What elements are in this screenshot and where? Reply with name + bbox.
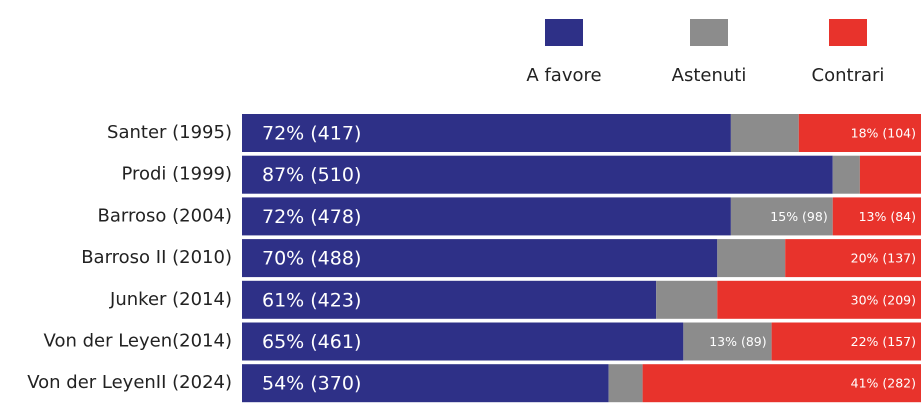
value-label: 65% (461): [262, 331, 361, 353]
bar-segment: [859, 155, 921, 194]
bar-segment: [242, 114, 731, 152]
bar-segment: [242, 155, 833, 194]
bar-segment: [242, 322, 684, 361]
bar-segment: [785, 239, 921, 278]
bar-segment: [730, 197, 833, 236]
y-tick-label: Von der LeyenII (2024): [27, 372, 232, 393]
bar-segment: [242, 239, 718, 278]
bar-segment: [771, 322, 921, 361]
bar-segment: [717, 239, 786, 278]
legend-label: Contrari: [812, 65, 885, 86]
y-tick-label: Barroso (2004): [98, 205, 232, 226]
bar-segment: [242, 280, 657, 319]
y-tick-label: Barroso II (2010): [81, 247, 232, 268]
value-label: 41% (282): [851, 376, 916, 391]
value-label: 54% (370): [262, 373, 361, 395]
legend-swatch: [545, 19, 583, 46]
value-label: 72% (417): [262, 123, 361, 145]
bar-segment: [642, 364, 921, 403]
bar-segment: [798, 114, 921, 152]
y-tick-label: Prodi (1999): [121, 164, 232, 185]
bar-segment: [730, 114, 799, 152]
value-label: 61% (423): [262, 289, 361, 311]
value-label: 15% (98): [770, 209, 827, 224]
value-label: 72% (478): [262, 206, 361, 228]
y-tick-label: Junker (2014): [109, 289, 232, 310]
value-label: 87% (510): [262, 164, 361, 186]
legend-label: A favore: [526, 65, 601, 86]
bar-segment: [242, 364, 609, 403]
bar-segment: [683, 322, 772, 361]
y-tick-label: Santer (1995): [107, 122, 232, 143]
value-label: 13% (84): [859, 209, 916, 224]
value-label: 70% (488): [262, 248, 361, 270]
value-label: 13% (89): [709, 334, 766, 349]
value-label: 30% (209): [851, 292, 916, 307]
bar-segment: [242, 197, 731, 236]
value-label: 18% (104): [851, 126, 916, 141]
legend-label: Astenuti: [672, 65, 747, 86]
value-label: 22% (157): [851, 334, 916, 349]
bar-segment: [832, 155, 860, 194]
value-label: 20% (137): [851, 251, 916, 266]
legend-swatch: [829, 19, 867, 46]
bar-segment: [608, 364, 643, 403]
y-tick-label: Von der Leyen(2014): [44, 331, 232, 352]
bar-segment: [717, 280, 921, 319]
legend-swatch: [690, 19, 728, 46]
bar-segment: [656, 280, 718, 319]
bar-segment: [832, 197, 921, 236]
